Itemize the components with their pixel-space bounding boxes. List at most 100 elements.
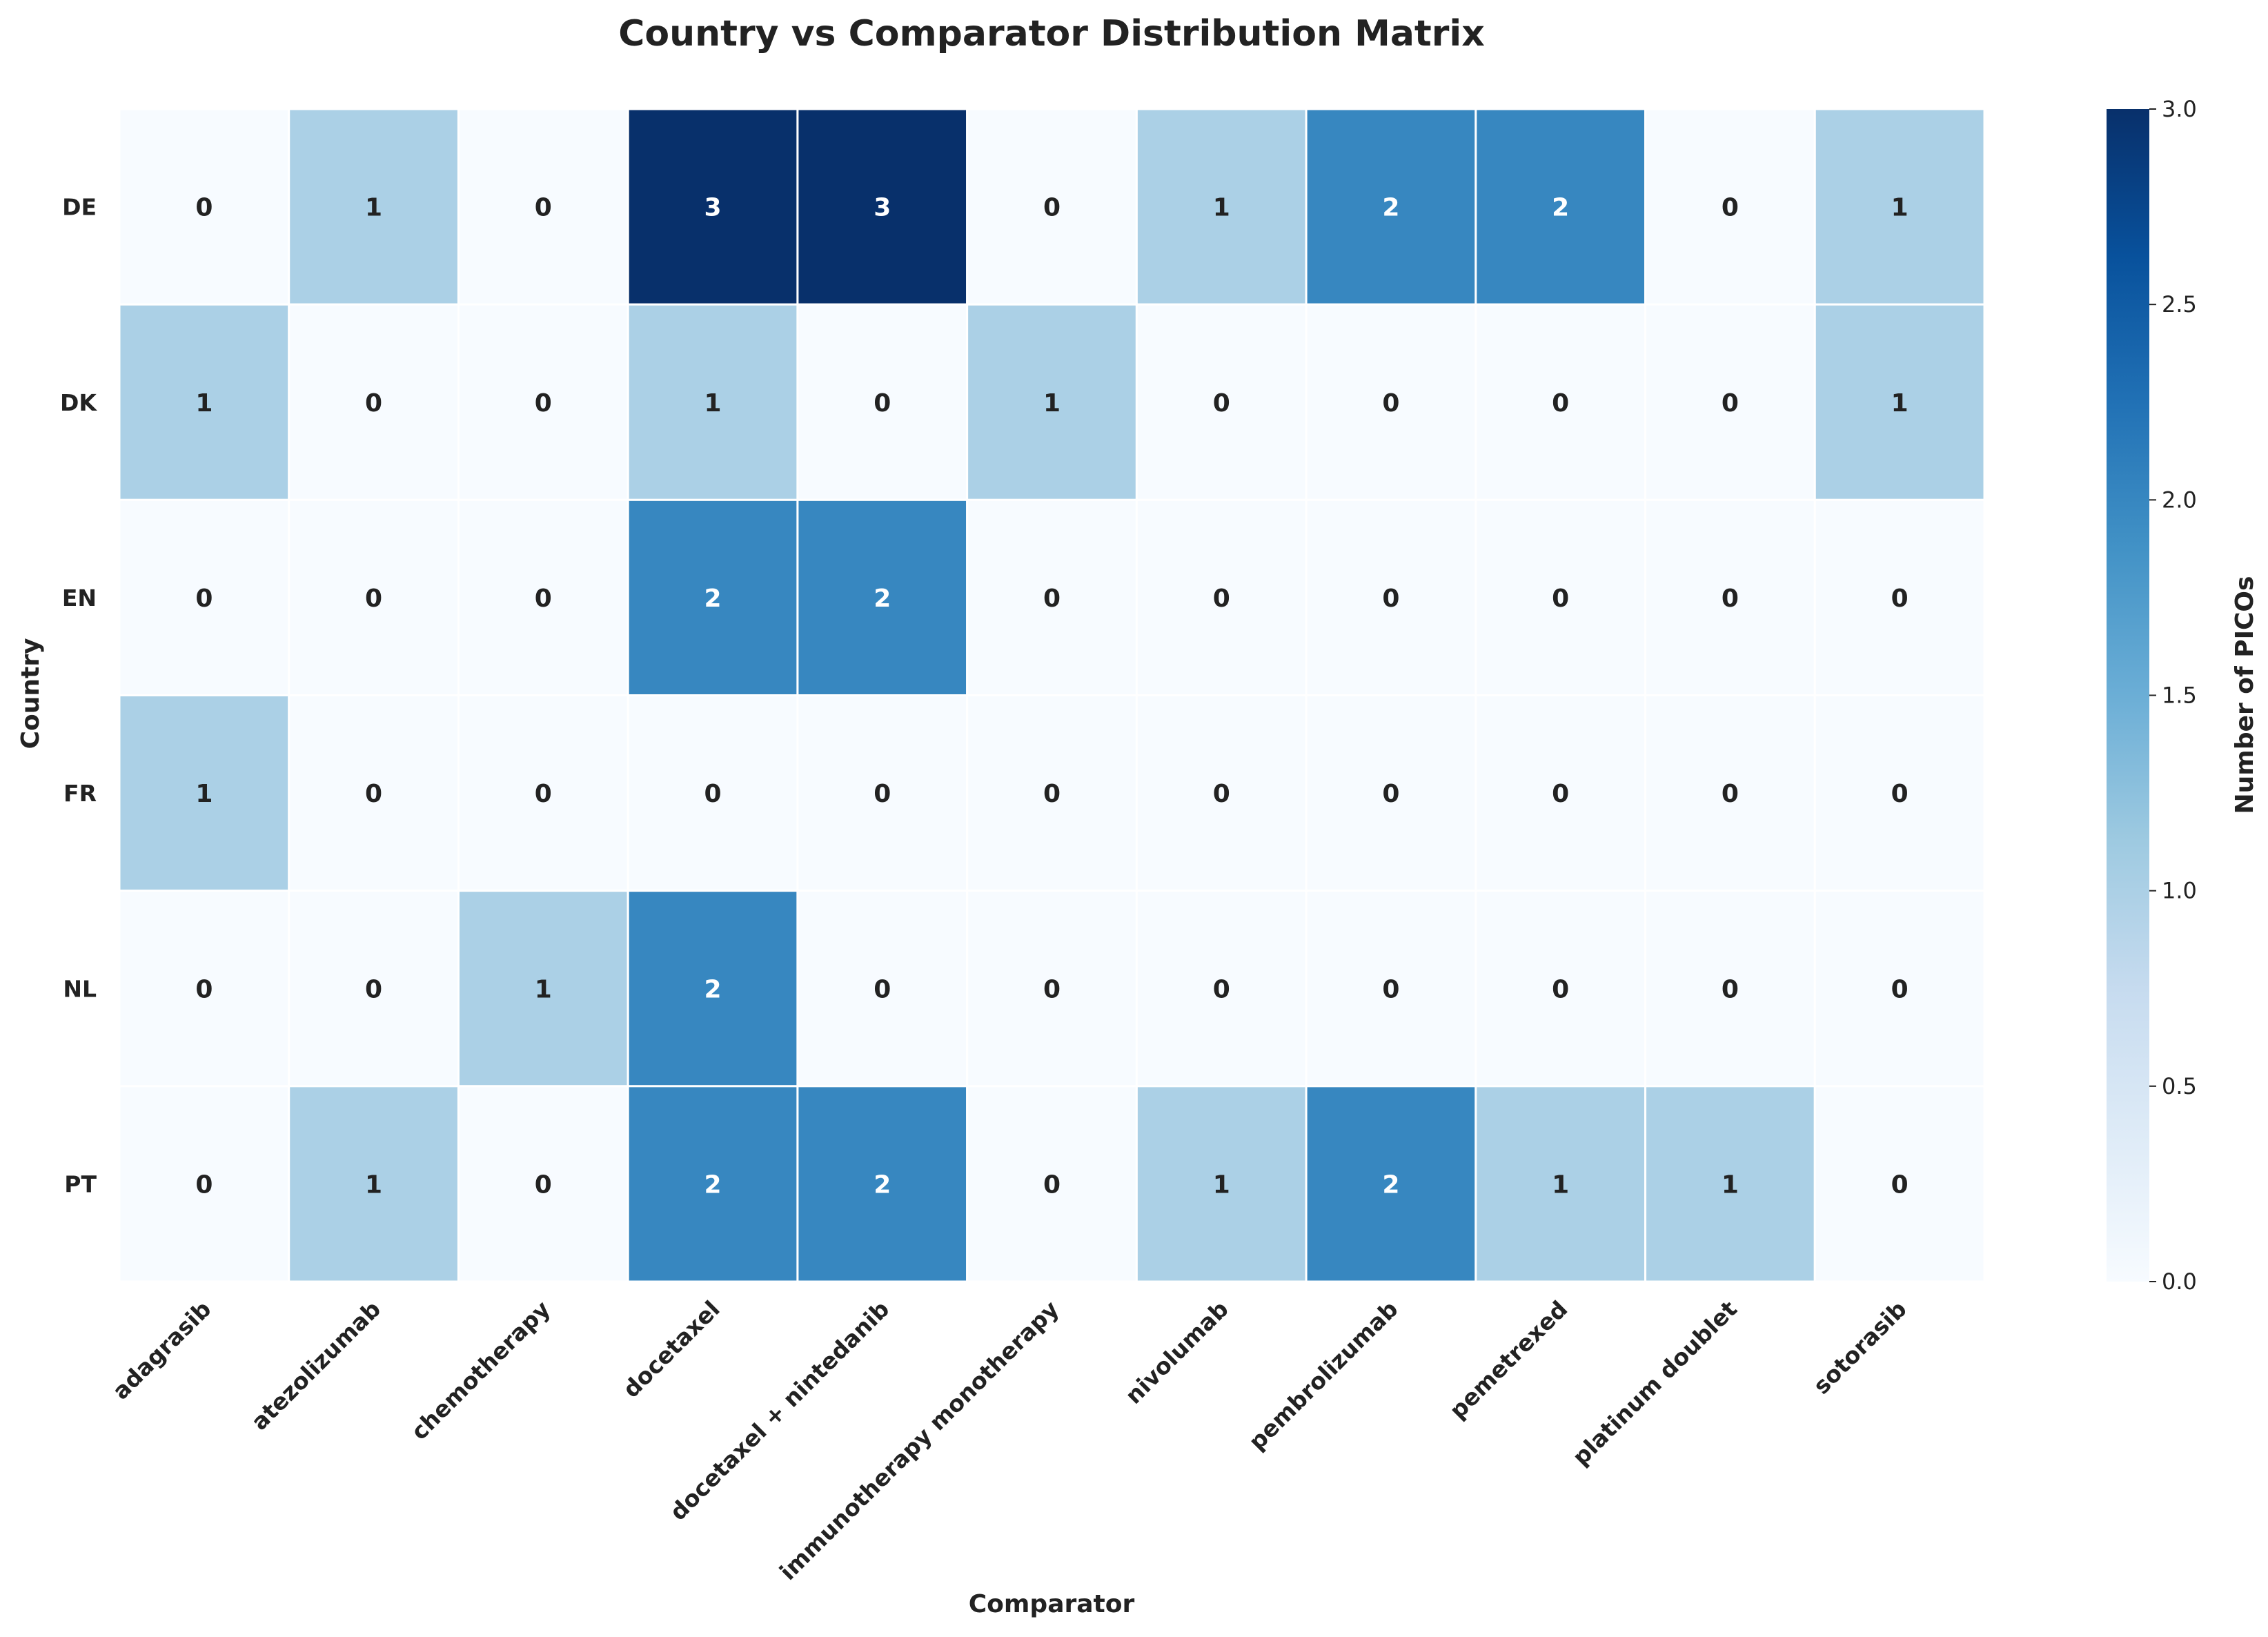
cell-value-de-docetaxel-nintedanib: 3 [874,194,891,222]
y-tick-label-pt: PT [64,1170,97,1197]
heatmap-cell-de-docetaxel [627,108,799,306]
cell-value-de-platinum-doublet: 0 [1722,194,1739,222]
cell-value-fr-docetaxel: 0 [704,780,722,808]
heatmap-cell-nl-platinum-doublet [1644,890,1816,1088]
heatmap-cell-pt-atezolizumab [288,1085,460,1283]
cell-value-de-adagrasib: 0 [195,194,213,222]
heatmap-cell-pt-nivolumab [1135,1085,1308,1283]
cell-value-fr-pemetrexed: 0 [1552,780,1569,808]
cell-value-en-immunotherapy-monotherapy: 0 [1043,585,1061,613]
heatmap-cell-nl-docetaxel-nintedanib [796,890,969,1088]
y-tick-label-dk: DK [60,389,97,416]
cell-value-en-pemetrexed: 0 [1552,585,1569,613]
heatmap-cell-nl-chemotherapy [457,890,629,1088]
heatmap-cell-pt-pembrolizumab [1305,1085,1477,1283]
heatmap-cell-en-nivolumab [1135,498,1308,696]
cell-value-en-adagrasib: 0 [195,585,213,613]
cell-value-dk-pembrolizumab: 0 [1382,389,1399,418]
cell-value-nl-sotorasib: 0 [1891,975,1909,1003]
heatmap-cell-dk-chemotherapy [457,303,629,501]
heatmap-cell-fr-pemetrexed [1475,694,1647,892]
heatmap-cells [118,108,1986,1283]
cell-value-dk-nivolumab: 0 [1213,389,1230,418]
colorbar-tick-label: 2.0 [2162,487,2197,513]
cell-value-pt-platinum-doublet: 1 [1722,1170,1739,1199]
cell-value-nl-docetaxel: 2 [704,975,722,1003]
heatmap-cell-de-platinum-doublet [1644,108,1816,306]
cell-value-pt-pembrolizumab: 2 [1382,1170,1399,1199]
heatmap-cell-fr-pembrolizumab [1305,694,1477,892]
chart-title: Country vs Comparator Distribution Matri… [618,13,1485,55]
cell-value-de-chemotherapy: 0 [535,194,552,222]
cell-value-dk-pemetrexed: 0 [1552,389,1569,418]
cell-value-dk-docetaxel-nintedanib: 0 [874,389,891,418]
cell-value-en-chemotherapy: 0 [535,585,552,613]
cell-value-en-docetaxel: 2 [704,585,722,613]
cell-value-de-immunotherapy-monotherapy: 0 [1043,194,1061,222]
heatmap-cell-nl-docetaxel [627,890,799,1088]
heatmap-cell-nl-atezolizumab [288,890,460,1088]
heatmap-cell-nl-adagrasib [118,890,290,1088]
cell-value-en-nivolumab: 0 [1213,585,1230,613]
cell-value-pt-atezolizumab: 1 [365,1170,382,1199]
cell-value-fr-pembrolizumab: 0 [1382,780,1399,808]
cell-value-en-atezolizumab: 0 [365,585,382,613]
colorbar-tick-label: 1.0 [2162,878,2197,904]
heatmap-cell-de-adagrasib [118,108,290,306]
heatmap-cell-pt-docetaxel [627,1085,799,1283]
cell-value-de-sotorasib: 1 [1891,194,1909,222]
cell-value-en-platinum-doublet: 0 [1722,585,1739,613]
cell-value-nl-atezolizumab: 0 [365,975,382,1003]
cell-value-nl-nivolumab: 0 [1213,975,1230,1003]
cell-value-fr-platinum-doublet: 0 [1722,780,1739,808]
cell-value-pt-chemotherapy: 0 [535,1170,552,1199]
heatmap-cell-en-sotorasib [1813,498,1986,696]
heatmap-cell-pt-platinum-doublet [1644,1085,1816,1283]
cell-value-pt-sotorasib: 0 [1891,1170,1909,1199]
heatmap-cell-en-chemotherapy [457,498,629,696]
heatmap-cell-en-pembrolizumab [1305,498,1477,696]
cell-value-nl-pemetrexed: 0 [1552,975,1569,1003]
x-axis-title: Comparator [969,1590,1135,1618]
heatmap-cell-dk-docetaxel [627,303,799,501]
y-tick-label-de: DE [62,194,97,221]
cell-value-dk-chemotherapy: 0 [535,389,552,418]
heatmap-cell-nl-pembrolizumab [1305,890,1477,1088]
heatmap-cell-fr-docetaxel-nintedanib [796,694,969,892]
cell-value-nl-platinum-doublet: 0 [1722,975,1739,1003]
cell-value-fr-sotorasib: 0 [1891,780,1909,808]
heatmap-cell-dk-adagrasib [118,303,290,501]
heatmap-cell-nl-nivolumab [1135,890,1308,1088]
cell-value-fr-atezolizumab: 0 [365,780,382,808]
cell-value-dk-adagrasib: 1 [195,389,213,418]
heatmap-cell-fr-sotorasib [1813,694,1986,892]
y-axis-title: Country [17,638,45,749]
heatmap-cell-labels: 0 1 0 3 3 0 1 2 2 0 1 1 0 0 1 0 1 0 0 0 0 1 0 0 0 2 2 0 0 0 0 0 0 1 0 0 0 0 0 0… [195,194,1908,1199]
cell-value-pt-docetaxel: 2 [704,1170,722,1199]
colorbar-ticks: 0.0 0.5 1.0 1.5 2.0 2.5 3.0 [2149,96,2197,1295]
cell-value-dk-sotorasib: 1 [1891,389,1909,418]
cell-value-de-pemetrexed: 2 [1552,194,1569,222]
cell-value-fr-adagrasib: 1 [195,780,213,808]
cell-value-nl-adagrasib: 0 [195,975,213,1003]
heatmap-cell-dk-pemetrexed [1475,303,1647,501]
cell-value-nl-chemotherapy: 1 [535,975,552,1003]
cell-value-pt-immunotherapy-monotherapy: 0 [1043,1170,1061,1199]
heatmap-cell-de-pemetrexed [1475,108,1647,306]
cell-value-fr-nivolumab: 0 [1213,780,1230,808]
heatmap-cell-dk-sotorasib [1813,303,1986,501]
y-tick-labels: DE DK EN FR NL PT [60,194,97,1198]
cell-value-pt-adagrasib: 0 [195,1170,213,1199]
colorbar-label: Number of PICOs [2231,576,2259,814]
cell-value-nl-pembrolizumab: 0 [1382,975,1399,1003]
cell-value-dk-atezolizumab: 0 [365,389,382,418]
heatmap-cell-fr-platinum-doublet [1644,694,1816,892]
heatmap-cell-fr-adagrasib [118,694,290,892]
cell-value-pt-nivolumab: 1 [1213,1170,1230,1199]
cell-value-de-pembrolizumab: 2 [1382,194,1399,222]
cell-value-fr-chemotherapy: 0 [535,780,552,808]
heatmap-cell-dk-pembrolizumab [1305,303,1477,501]
cell-value-de-atezolizumab: 1 [365,194,382,222]
y-tick-label-en: EN [62,585,97,611]
